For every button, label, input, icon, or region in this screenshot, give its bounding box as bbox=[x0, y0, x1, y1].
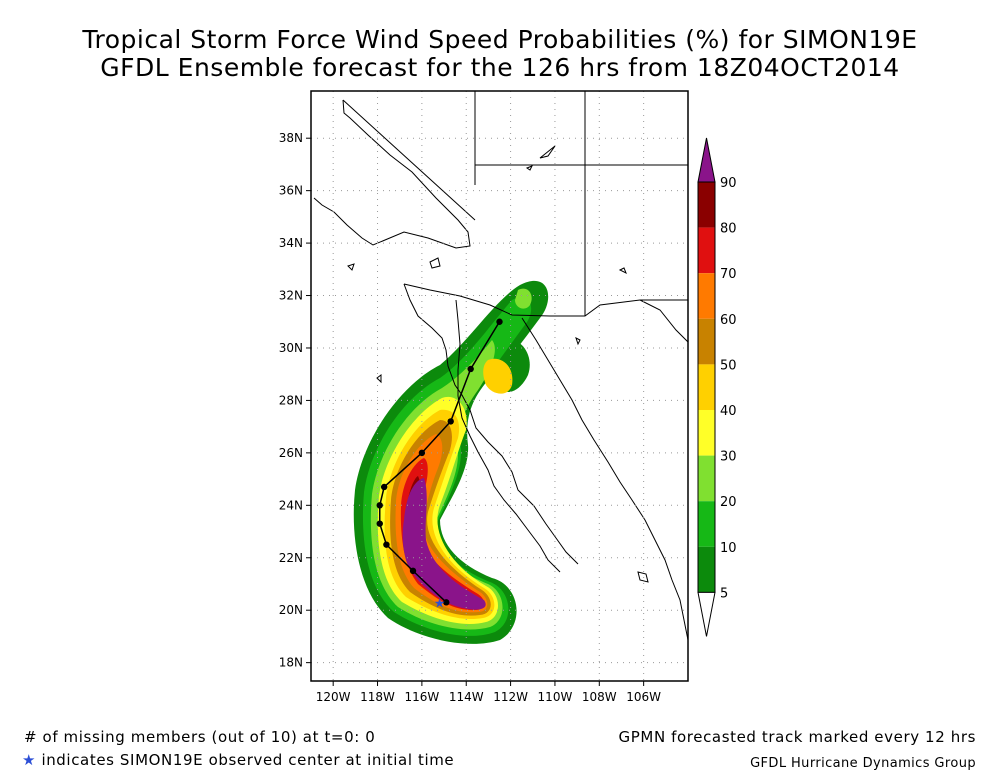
baja-east-coast bbox=[455, 299, 561, 573]
observed-center-star-icon: ★ bbox=[22, 751, 37, 769]
lon-tick-label: 118W bbox=[360, 690, 395, 704]
lat-tick-label: 28N bbox=[279, 393, 303, 407]
swath-90pct-core bbox=[402, 478, 486, 610]
state-border-ca-nv bbox=[342, 99, 476, 221]
lon-tick-label: 110W bbox=[538, 690, 573, 704]
mexico-mainland-coast bbox=[521, 317, 688, 641]
track-point bbox=[380, 483, 388, 491]
colorbar-segment bbox=[698, 318, 715, 365]
track-point bbox=[467, 365, 474, 373]
baja-west-coast bbox=[403, 283, 579, 565]
track-point bbox=[409, 567, 417, 575]
lon-tick-label: 106W bbox=[626, 690, 661, 704]
us-mexico-border bbox=[403, 283, 688, 317]
observed-center-note: ★ indicates SIMON19E observed center at … bbox=[22, 751, 454, 769]
colorbar-label: 80 bbox=[720, 222, 737, 237]
missing-members-note: # of missing members (out of 10) at t=0:… bbox=[24, 728, 376, 746]
lat-tick-label: 36N bbox=[279, 184, 303, 198]
lat-tick-label: 24N bbox=[279, 498, 303, 512]
colorbar-segment bbox=[698, 227, 715, 274]
colorbar-top-triangle bbox=[697, 137, 716, 183]
lon-tick-label: 112W bbox=[493, 690, 528, 704]
lat-tick-label: 30N bbox=[279, 341, 303, 355]
colorbar-segment bbox=[698, 410, 715, 456]
lon-tick-label: 120W bbox=[316, 690, 351, 704]
axis-ticks: 120W 118W 116W 114W 112W 110W 108W 106W 18N 20N 22… bbox=[279, 131, 661, 704]
track-note: GPMN forecasted track marked every 12 hr… bbox=[618, 728, 976, 746]
colorbar-label: 5 bbox=[720, 586, 728, 601]
track-point bbox=[376, 502, 383, 509]
track-point bbox=[418, 449, 426, 457]
colorbar-label: 70 bbox=[720, 267, 737, 282]
swath-30pct-north bbox=[515, 288, 532, 309]
grid-lines bbox=[311, 91, 688, 681]
lat-tick-label: 34N bbox=[279, 236, 303, 250]
credit-text: GFDL Hurricane Dynamics Group bbox=[750, 756, 976, 771]
california-coast bbox=[313, 99, 471, 249]
colorbar-segment bbox=[698, 182, 715, 228]
colorbar-segment bbox=[698, 455, 715, 502]
track-point bbox=[496, 318, 503, 325]
map-frame bbox=[310, 90, 689, 682]
chart-title: Tropical Storm Force Wind Speed Probabil… bbox=[82, 25, 918, 54]
lat-tick-label: 18N bbox=[279, 656, 303, 670]
forecast-track: ★ bbox=[376, 318, 503, 611]
lat-tick-label: 22N bbox=[279, 551, 303, 565]
lon-tick-label: 116W bbox=[404, 690, 439, 704]
colorbar-bottom-triangle bbox=[697, 591, 716, 637]
colorbar-label: 60 bbox=[720, 313, 737, 328]
colorbar-label: 90 bbox=[720, 176, 737, 191]
track-line bbox=[378, 321, 501, 603]
colorbar-segment bbox=[698, 501, 715, 547]
colorbar-segment bbox=[698, 364, 715, 410]
track-point bbox=[383, 541, 390, 548]
lat-tick-label: 26N bbox=[279, 446, 303, 460]
colorbar: 90 80 70 60 50 40 30 20 10 5 bbox=[697, 137, 737, 637]
colorbar-label: 20 bbox=[720, 495, 737, 510]
colorbar-label: 40 bbox=[720, 404, 737, 419]
gulf-coast-east bbox=[639, 299, 688, 343]
lat-tick-label: 32N bbox=[279, 289, 303, 303]
track-point bbox=[376, 520, 383, 527]
colorbar-label: 10 bbox=[720, 541, 737, 556]
probability-swath bbox=[353, 280, 549, 644]
lon-tick-label: 108W bbox=[582, 690, 617, 704]
observed-center-text: indicates SIMON19E observed center at in… bbox=[41, 751, 455, 769]
colorbar-segment bbox=[698, 273, 715, 319]
lat-tick-label: 38N bbox=[279, 131, 303, 145]
lat-tick-label: 20N bbox=[279, 603, 303, 617]
colorbar-label: 50 bbox=[720, 358, 737, 373]
observed-center-marker: ★ bbox=[434, 596, 446, 611]
small-features bbox=[347, 145, 649, 583]
lon-tick-label: 114W bbox=[449, 690, 484, 704]
chart-subtitle: GFDL Ensemble forecast for the 126 hrs f… bbox=[100, 53, 900, 82]
track-point bbox=[443, 599, 450, 606]
track-point bbox=[447, 418, 454, 425]
colorbar-label: 30 bbox=[720, 450, 737, 465]
colorbar-segment bbox=[698, 546, 715, 593]
swath-40pct-gulf bbox=[483, 358, 513, 394]
